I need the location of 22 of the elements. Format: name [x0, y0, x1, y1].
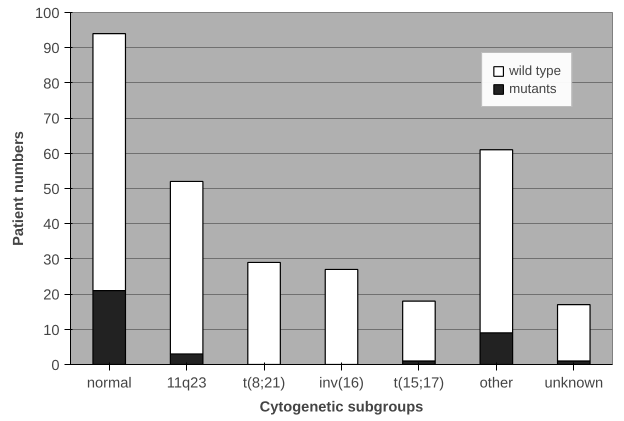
- y-tick-label: 50: [43, 182, 60, 198]
- x-tick-label: inv(16): [319, 376, 364, 392]
- y-tick-label: 20: [43, 288, 60, 304]
- y-tick-label: 60: [43, 146, 60, 163]
- y-tick-label: 0: [51, 358, 60, 374]
- x-tick-label: normal: [86, 376, 132, 392]
- x-tick-label: t(8;21): [242, 376, 286, 392]
- legend-label: wild type: [509, 63, 561, 78]
- x-tick-label: 11q23: [166, 376, 206, 392]
- y-tick-label: 100: [35, 6, 60, 22]
- y-tick-label: 30: [43, 252, 60, 268]
- y-tick-label: 10: [43, 322, 60, 339]
- x-tick-label: other: [480, 376, 514, 392]
- x-axis-title: Cytogenetic subgroups: [260, 400, 424, 416]
- x-tick-label: t(15;17): [394, 376, 444, 392]
- legend-label: mutants: [509, 81, 557, 96]
- y-tick-label: 40: [43, 217, 60, 234]
- x-tick-label: unknown: [544, 376, 604, 392]
- y-tick-label: 80: [43, 76, 60, 92]
- y-axis-title: Patient numbers: [11, 131, 28, 246]
- y-tick-label: 70: [43, 112, 60, 128]
- y-tick-label: 90: [43, 41, 60, 58]
